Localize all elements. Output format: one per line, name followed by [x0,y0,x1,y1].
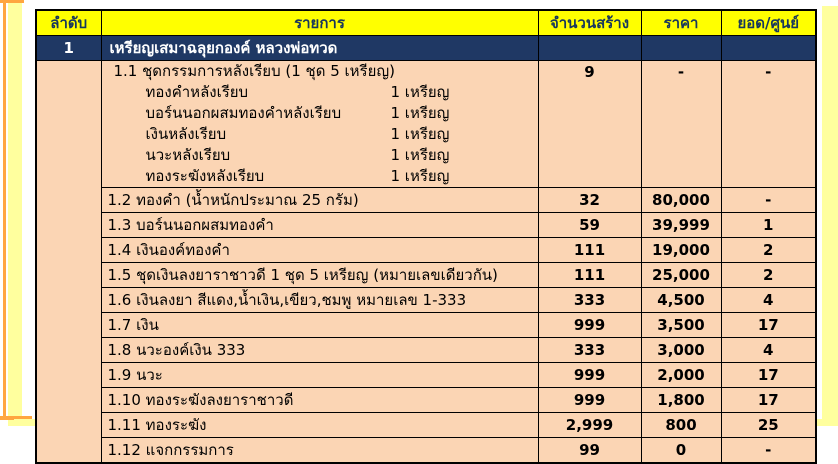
order-merged-cell [35,60,102,464]
price-cell: 25,000 [640,262,722,288]
price-cell: 2,000 [640,362,722,388]
quantity-cell: 111 [537,237,642,263]
table-row-1-4: 1.4 เงินองค์ทองคำ 111 19,000 2 [36,237,817,263]
item-cell: 1.2 ทองคำ (น้ำหนักประมาณ 25 กรัม) [100,187,539,213]
price-cell: 800 [640,412,722,438]
total-cell: 17 [720,312,817,338]
item-cell: 1.12 แจกกรรมการ [100,437,539,464]
price-cell: 3,000 [640,337,722,363]
sub-item-label: ทองคำหลังเรียบ [145,83,249,101]
total-cell: 4 [720,287,817,313]
right-yellow-cell-strip [822,6,838,426]
sub-item-qty: 1 เหรียญ [390,83,450,101]
price-cell: - [640,60,722,188]
total-cell: 4 [720,337,817,363]
price-cell: 39,999 [640,212,722,238]
sub-item-label: บอร์นนอกผสมทองคำหลังเรียบ [145,104,342,122]
quantity-cell: 9 [537,60,642,188]
item-cell: 1.10 ทองระฆังลงยาราชาวดี [100,387,539,413]
header-quantity: จำนวนสร้าง [537,9,642,36]
price-cell: 19,000 [640,237,722,263]
item-cell: 1.4 เงินองค์ทองคำ [100,237,539,263]
sub-item: นวะหลังเรียบ 1 เหรียญ [108,145,538,166]
sub-item-label: ทองระฆังหลังเรียบ [145,167,265,185]
total-cell: - [720,437,817,464]
header-row: ลำดับ รายการ จำนวนสร้าง ราคา ยอด/ศูนย์ [35,9,817,36]
item-text: 1.1 ชุดกรรมการหลังเรียบ (1 ชุด 5 เหรียญ) [113,62,396,80]
item-cell: 1.3 บอร์นนอกผสมทองคำ [100,212,539,238]
price-cell: 80,000 [640,187,722,213]
quantity-cell: 32 [537,187,642,213]
sub-item-qty: 1 เหรียญ [390,104,450,122]
quantity-cell: 59 [537,212,642,238]
price-cell: 3,500 [640,312,722,338]
table-row-1-5: 1.5 ชุดเงินลงยาราชาวดี 1 ชุด 5 เหรียญ (ห… [36,262,817,288]
item-cell: 1.5 ชุดเงินลงยาราชาวดี 1 ชุด 5 เหรียญ (ห… [100,262,539,288]
sub-item-label: เงินหลังเรียบ [145,125,227,143]
total-cell: 17 [720,387,817,413]
sub-item-label: นวะหลังเรียบ [145,146,231,164]
table-row-1-1: 1.1 ชุดกรรมการหลังเรียบ (1 ชุด 5 เหรียญ)… [35,60,817,464]
table-row-1-6: 1.6 เงินลงยา สีแดง,น้ำเงิน,เขียว,ชมพู หม… [36,287,817,313]
sub-item: ทองคำหลังเรียบ 1 เหรียญ [108,82,538,103]
section-empty-cell [537,35,642,61]
table-row-1-10: 1.10 ทองระฆังลงยาราชาวดี 999 1,800 17 [36,387,817,413]
item-cell: 1.11 ทองระฆัง [100,412,539,438]
sub-item: บอร์นนอกผสมทองคำหลังเรียบ 1 เหรียญ [108,103,538,124]
total-cell: - [720,187,817,213]
table-row-1-9: 1.9 นวะ 999 2,000 17 [36,362,817,388]
section-number: 1 [35,35,102,61]
bottom-left-orange-border [0,416,32,420]
table-row-1-3: 1.3 บอร์นนอกผสมทองคำ 59 39,999 1 [36,212,817,238]
sub-item-qty: 1 เหรียญ [390,125,450,143]
top-left-orange-border [0,0,24,3]
section-row: 1 เหรียญเสมาฉลุยกองค์ หลวงพ่อทวด [35,35,817,61]
sub-item: ทองระฆังหลังเรียบ 1 เหรียญ [108,166,538,187]
table-row-1-2: 1.2 ทองคำ (น้ำหนักประมาณ 25 กรัม) 32 80,… [36,187,817,213]
total-cell: 1 [720,212,817,238]
quantity-cell: 2,999 [537,412,642,438]
sub-item: เงินหลังเรียบ 1 เหรียญ [108,124,538,145]
price-cell: 0 [640,437,722,464]
total-cell: 17 [720,362,817,388]
amulet-price-table: ลำดับ รายการ จำนวนสร้าง ราคา ยอด/ศูนย์ 1… [35,9,817,464]
section-empty-cell [640,35,722,61]
left-yellow-cell-strip [8,0,22,426]
total-cell: - [720,60,817,188]
item-cell: 1.6 เงินลงยา สีแดง,น้ำเงิน,เขียว,ชมพู หม… [100,287,539,313]
quantity-cell: 111 [537,262,642,288]
total-cell: 25 [720,412,817,438]
quantity-cell: 999 [537,387,642,413]
item-cell: 1.1 ชุดกรรมการหลังเรียบ (1 ชุด 5 เหรียญ)… [100,60,539,188]
total-cell: 2 [720,237,817,263]
quantity-cell: 333 [537,287,642,313]
item-cell: 1.9 นวะ [100,362,539,388]
section-empty-cell [720,35,817,61]
table-row-1-12: 1.12 แจกกรรมการ 99 0 - [36,437,817,464]
sub-item-qty: 1 เหรียญ [390,146,450,164]
table-row-1-8: 1.8 นวะองค์เงิน 333 333 3,000 4 [36,337,817,363]
section-title: เหรียญเสมาฉลุยกองค์ หลวงพ่อทวด [100,35,539,61]
header-order: ลำดับ [35,9,102,36]
table-row-1-7: 1.7 เงิน 999 3,500 17 [36,312,817,338]
price-cell: 4,500 [640,287,722,313]
header-price: ราคา [640,9,722,36]
quantity-cell: 99 [537,437,642,464]
table-row-1-11: 1.11 ทองระฆัง 2,999 800 25 [36,412,817,438]
left-orange-border [3,0,6,419]
quantity-cell: 333 [537,337,642,363]
total-cell: 2 [720,262,817,288]
sub-item-qty: 1 เหรียญ [390,167,450,185]
header-total: ยอด/ศูนย์ [720,9,817,36]
item-cell: 1.7 เงิน [100,312,539,338]
header-item: รายการ [100,9,539,36]
quantity-cell: 999 [537,362,642,388]
quantity-cell: 999 [537,312,642,338]
price-cell: 1,800 [640,387,722,413]
item-cell: 1.8 นวะองค์เงิน 333 [100,337,539,363]
